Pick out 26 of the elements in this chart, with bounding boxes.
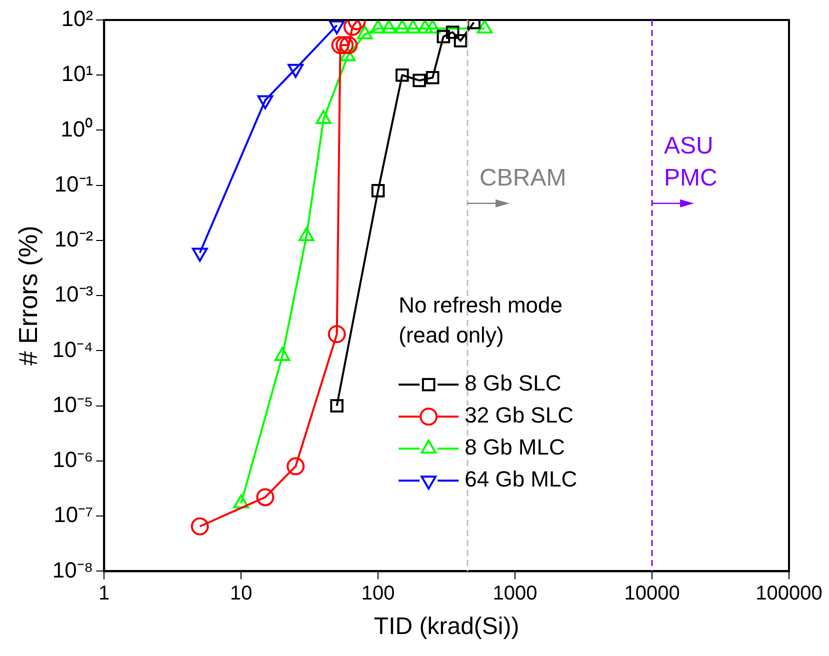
y-tick-label: 10² bbox=[61, 6, 94, 32]
y-tick-label: 10⁻⁷ bbox=[54, 502, 94, 528]
x-tick-label: 10000 bbox=[624, 582, 680, 605]
y-tick-label: 10⁻⁴ bbox=[52, 336, 94, 362]
x-axis-title: TID (krad(Si)) bbox=[374, 613, 520, 640]
legend-label: 8 Gb MLC bbox=[464, 434, 565, 460]
x-tick-label: 100000 bbox=[756, 582, 822, 605]
y-tick-label: 10⁻³ bbox=[54, 282, 94, 307]
x-tick-label: 1000 bbox=[492, 582, 538, 605]
y-tick-label: 10⁻⁵ bbox=[52, 392, 94, 417]
ref-line-label: CBRAM bbox=[480, 164, 566, 192]
y-tick-label: 10⁻⁸ bbox=[52, 557, 94, 582]
legend-label: 8 Gb SLC bbox=[464, 370, 562, 396]
y-axis-title: # Errors (%) bbox=[12, 226, 43, 366]
y-tick-label: 10⁻² bbox=[54, 226, 94, 252]
y-tick-label: 10¹ bbox=[61, 61, 94, 86]
ref-line-label: ASU PMC bbox=[664, 132, 718, 192]
y-tick-label: 10⁻¹ bbox=[54, 171, 94, 196]
x-tick-label: 1 bbox=[98, 582, 110, 605]
x-tick-label: 100 bbox=[361, 582, 395, 605]
legend-label: 64 Gb MLC bbox=[464, 466, 578, 492]
y-tick-label: 10⁻⁶ bbox=[52, 447, 94, 472]
x-tick-label: 10 bbox=[230, 582, 252, 605]
legend-label: 32 Gb SLC bbox=[464, 402, 574, 428]
y-tick-label: 10⁰ bbox=[60, 116, 94, 142]
legend-title: No refresh mode (read only) bbox=[398, 292, 562, 348]
